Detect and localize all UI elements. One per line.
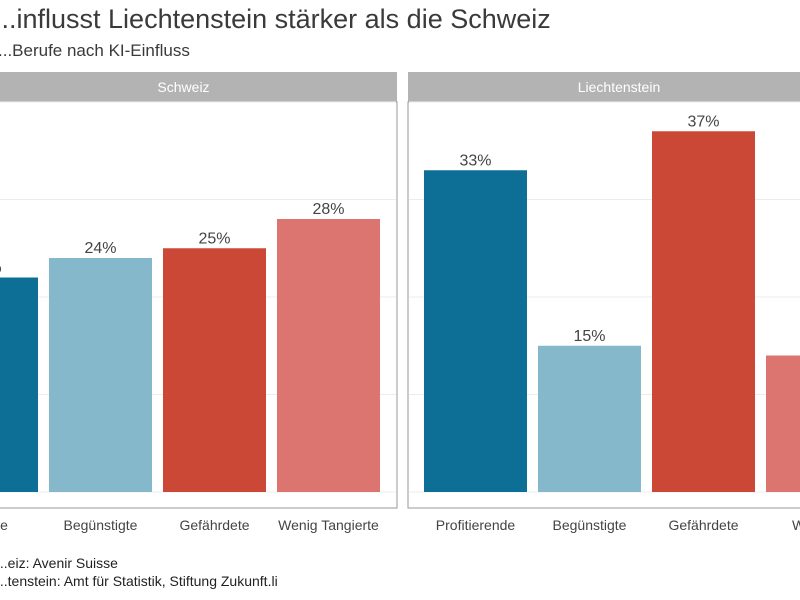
x-tick-label: Wenig Tangierte — [278, 517, 379, 533]
x-tick-label: Wenig... — [792, 517, 800, 533]
bar-wenig-tangierte — [277, 219, 380, 492]
bar-begünstigte — [538, 345, 641, 492]
x-tick-label: ...ende — [0, 517, 8, 533]
panel-strip-schweiz — [0, 72, 397, 102]
data-label: 24% — [84, 240, 116, 257]
x-tick-label: Profitierende — [436, 517, 516, 533]
x-tick-label: Gefährdete — [668, 517, 738, 533]
bar-gefährdete — [163, 248, 266, 492]
bar-begünstigte — [49, 258, 152, 492]
bar-profitierende — [424, 170, 527, 492]
chart-title: ...influsst Liechtenstein stärker als di… — [0, 4, 551, 34]
x-tick-label: Begünstigte — [64, 517, 138, 533]
data-label: …% — [0, 260, 2, 277]
bar-gefährdete — [652, 131, 755, 492]
source-line-1: ...eiz: Avenir Suisse — [0, 555, 118, 571]
panel-title-schweiz: Schweiz — [157, 79, 209, 95]
x-tick-label: Gefährdete — [179, 517, 249, 533]
bar-profitierende — [0, 277, 38, 492]
data-label: 25% — [198, 230, 230, 247]
bar-wenig-tangierte — [766, 355, 800, 492]
chart-subtitle: ...Berufe nach KI-Einfluss — [0, 41, 190, 60]
panel-title-liechtenstein: Liechtenstein — [578, 79, 661, 95]
source-line-2: ...tenstein: Amt für Statistik, Stiftung… — [0, 573, 278, 589]
data-label: 37% — [687, 113, 719, 130]
x-tick-label: Begünstigte — [553, 517, 627, 533]
data-label: 15% — [573, 328, 605, 345]
data-label: 33% — [459, 152, 491, 169]
panel-strip-liechtenstein — [408, 72, 800, 102]
data-label: 28% — [312, 201, 344, 218]
